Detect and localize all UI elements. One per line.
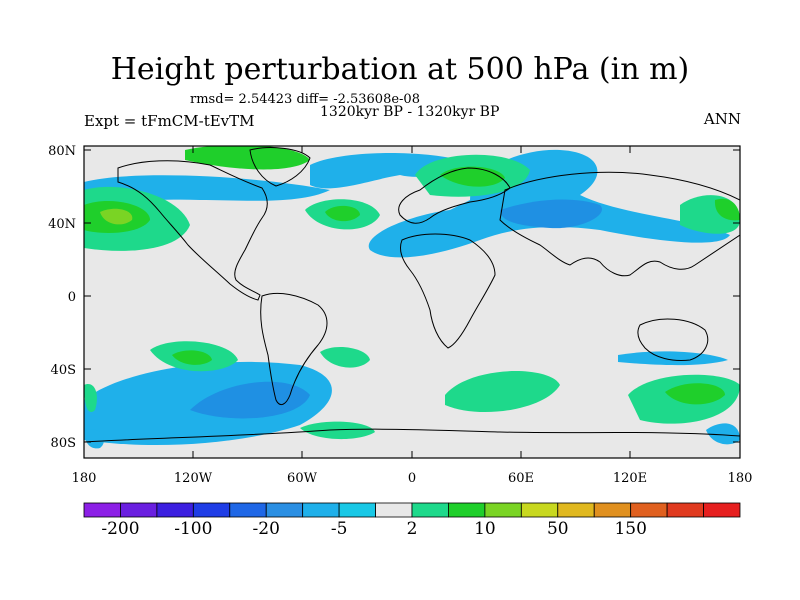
neg-region-south-pacific-core	[190, 381, 310, 419]
neg-region-north-atlantic	[310, 153, 460, 189]
colorbar-label: 10	[474, 519, 496, 539]
stats-label: rmsd= 2.54423 diff= -2.53608e-08	[190, 92, 420, 107]
y-tick-label: 40N	[48, 217, 76, 232]
colorbar-swatch	[448, 502, 486, 518]
x-tick-label: 60W	[287, 471, 318, 486]
pos-region-north-pacific-peak	[100, 208, 133, 225]
y-tick-label: 80S	[51, 436, 76, 451]
colorbar-swatch	[156, 502, 194, 518]
colorbar	[83, 502, 741, 518]
x-tick-labels: 180 120W 60W 0 60E 120E 180	[72, 471, 753, 486]
colorbar-swatch	[557, 502, 595, 518]
colorbar-swatch	[83, 502, 121, 518]
pos-region-south-indian	[445, 371, 560, 413]
pos-region-greenland	[185, 146, 310, 170]
plot-title: Height perturbation at 500 hPa (in m)	[110, 52, 690, 87]
neg-region-antarctic-tip	[84, 429, 105, 449]
colorbar-label: -200	[101, 519, 139, 539]
x-tick-label: 0	[408, 471, 416, 486]
colorbar-label: -100	[174, 519, 212, 539]
colorbar-swatch	[120, 502, 158, 518]
colorbar-labels: -200 -100 -20 -5 2 10 50 150	[101, 519, 647, 539]
x-tick-label: 120W	[174, 471, 213, 486]
coastline-antarctica	[84, 428, 740, 458]
coastline-asia	[499, 171, 740, 277]
period-label: 1320kyr BP - 1320kyr BP	[320, 104, 500, 120]
x-tick-label: 60E	[508, 471, 534, 486]
coastline-south-america	[260, 292, 328, 406]
experiment-label: Expt = tFmCM-tEvTM	[84, 112, 255, 130]
coastline-greenland	[249, 147, 311, 187]
coastline-australia	[637, 318, 709, 361]
pos-region-southwest-atlantic	[320, 346, 370, 368]
colorbar-swatch	[229, 502, 267, 518]
pos-region-south-pacific-core	[172, 350, 212, 365]
colorbar-label: -5	[331, 519, 348, 539]
y-tick-label: 40S	[51, 363, 76, 378]
y-tick-label: 0	[68, 290, 76, 305]
pos-region-australia-south-core	[665, 383, 725, 405]
colorbar-swatch	[265, 502, 304, 518]
neg-region-eurasia-core	[500, 199, 602, 229]
colorbar-swatch	[338, 502, 376, 518]
colorbar-label: 2	[407, 519, 418, 539]
y-tick-labels: 80N 40N 0 40S 80S	[48, 144, 76, 451]
pos-region-atlantic-mid-core	[325, 205, 360, 222]
x-tick-label: 180	[72, 471, 97, 486]
colorbar-swatch	[630, 502, 668, 518]
colorbar-swatch	[302, 502, 340, 518]
x-tick-label: 120E	[613, 471, 647, 486]
y-tick-label: 80N	[48, 144, 76, 159]
colorbar-label: 50	[547, 519, 569, 539]
colorbar-swatch	[703, 502, 741, 518]
colorbar-swatch	[666, 502, 704, 518]
colorbar-swatch	[411, 502, 449, 518]
coastline-africa	[399, 233, 496, 349]
colorbar-swatch	[520, 502, 559, 518]
pos-region-antarctic	[300, 421, 375, 440]
neg-region-southwest-edge	[706, 423, 740, 445]
colorbar-label: 150	[614, 519, 646, 539]
colorbar-swatch	[593, 502, 632, 518]
colorbar-swatch	[484, 502, 522, 518]
coastlines	[84, 147, 740, 458]
axis-ticks	[83, 146, 741, 458]
season-label: ANN	[703, 110, 741, 128]
colorbar-swatch	[375, 502, 413, 518]
pos-region-pacific-northeast-core	[714, 198, 740, 221]
pos-region-southwest-edge	[84, 384, 97, 412]
x-tick-label: 180	[728, 471, 753, 486]
colorbar-swatch	[192, 502, 231, 518]
colorbar-label: -20	[253, 519, 280, 539]
coastline-north-america	[117, 160, 268, 301]
